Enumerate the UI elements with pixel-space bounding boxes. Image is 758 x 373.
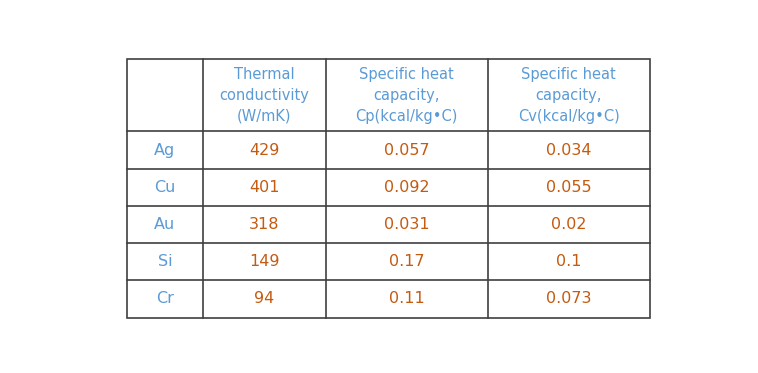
Text: 149: 149: [249, 254, 280, 269]
Text: 429: 429: [249, 142, 280, 158]
Text: 0.02: 0.02: [551, 217, 587, 232]
Text: Si: Si: [158, 254, 172, 269]
Text: 318: 318: [249, 217, 280, 232]
Text: Cu: Cu: [155, 180, 176, 195]
Text: Specific heat
capacity,
Cv(kcal/kg•C): Specific heat capacity, Cv(kcal/kg•C): [518, 67, 620, 124]
Text: Ag: Ag: [155, 142, 176, 158]
Text: Thermal
conductivity
(W/mK): Thermal conductivity (W/mK): [219, 67, 309, 124]
Text: 0.073: 0.073: [546, 291, 591, 307]
Bar: [127, 59, 650, 318]
Text: Au: Au: [155, 217, 176, 232]
Text: 0.11: 0.11: [389, 291, 424, 307]
Text: 0.034: 0.034: [546, 142, 591, 158]
Text: 0.092: 0.092: [384, 180, 430, 195]
Text: Cr: Cr: [156, 291, 174, 307]
Text: Specific heat
capacity,
Cp(kcal/kg•C): Specific heat capacity, Cp(kcal/kg•C): [356, 67, 458, 124]
Text: 0.17: 0.17: [389, 254, 424, 269]
Text: 0.1: 0.1: [556, 254, 581, 269]
Text: 94: 94: [254, 291, 274, 307]
Text: 0.057: 0.057: [384, 142, 430, 158]
Text: 0.031: 0.031: [384, 217, 430, 232]
Text: 401: 401: [249, 180, 280, 195]
Text: 0.055: 0.055: [546, 180, 592, 195]
